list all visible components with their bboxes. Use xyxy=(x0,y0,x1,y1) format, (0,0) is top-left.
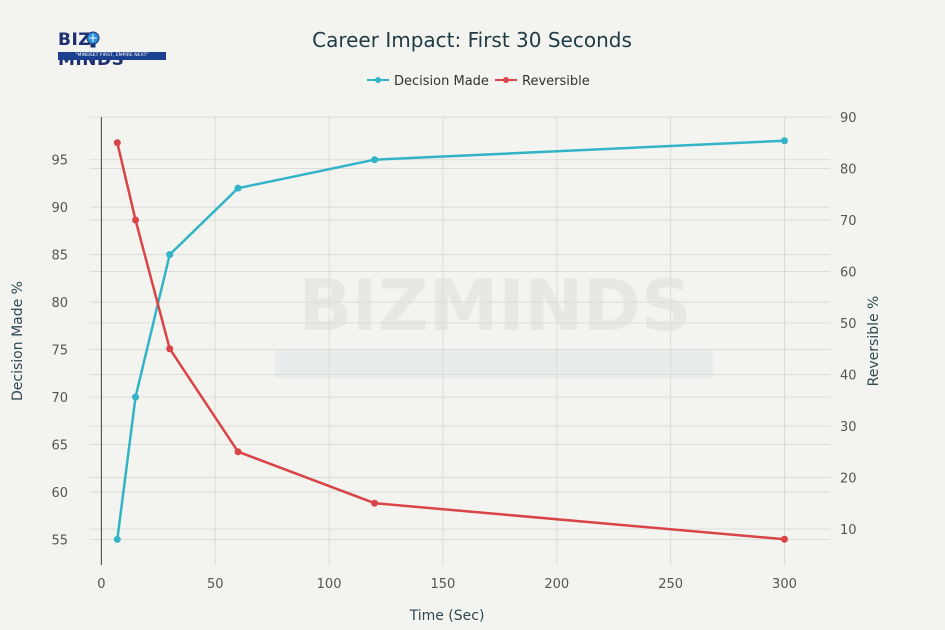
data-point xyxy=(166,251,174,259)
x-axis-title: Time (Sec) xyxy=(409,608,485,624)
y2-tick-label: 30 xyxy=(840,420,857,435)
x-tick-label: 0 xyxy=(97,577,105,592)
y-tick-label: 85 xyxy=(51,249,68,264)
chart-title: Career Impact: First 30 Seconds xyxy=(312,28,632,52)
brand-logo: BIZMINDS "MINDSET FIRST, EMPIRE NEXT" xyxy=(58,30,168,70)
data-point xyxy=(234,184,242,192)
x-tick-label: 150 xyxy=(431,577,456,592)
y2-axis-title: Reversible % xyxy=(866,296,882,387)
data-point xyxy=(132,216,140,224)
x-tick-label: 300 xyxy=(772,577,797,592)
data-point xyxy=(371,156,379,164)
y2-tick-label: 70 xyxy=(840,214,857,229)
y2-tick-label: 50 xyxy=(840,317,857,332)
data-point xyxy=(113,535,121,543)
data-point xyxy=(780,535,788,543)
y2-tick-label: 40 xyxy=(840,368,857,383)
y-tick-label: 70 xyxy=(51,391,68,406)
x-tick-label: 250 xyxy=(658,577,683,592)
y2-tick-label: 10 xyxy=(840,523,857,538)
legend-label: Decision Made xyxy=(394,74,489,89)
x-tick-label: 200 xyxy=(544,577,569,592)
legend-label: Reversible xyxy=(522,74,590,89)
data-point xyxy=(234,448,242,456)
y-tick-label: 95 xyxy=(51,154,68,169)
y-tick-label: 55 xyxy=(51,533,68,548)
data-point xyxy=(166,345,174,353)
series-line xyxy=(116,142,785,541)
legend-marker xyxy=(503,77,509,83)
y-tick-label: 75 xyxy=(51,344,68,359)
logo-tagline: "MINDSET FIRST, EMPIRE NEXT" xyxy=(58,52,166,60)
data-point xyxy=(371,499,379,507)
watermark-text: BIZMINDS xyxy=(299,265,692,347)
y2-tick-label: 90 xyxy=(840,111,857,126)
y2-tick-label: 60 xyxy=(840,265,857,280)
x-tick-label: 100 xyxy=(317,577,342,592)
y-tick-label: 65 xyxy=(51,438,68,453)
legend-marker xyxy=(375,77,381,83)
data-point xyxy=(780,137,788,145)
data-point xyxy=(113,139,121,147)
watermark-band xyxy=(275,350,713,378)
series-line xyxy=(116,139,785,540)
y2-tick-label: 80 xyxy=(840,162,857,177)
data-point xyxy=(132,393,140,401)
x-tick-label: 50 xyxy=(207,577,224,592)
y2-tick-label: 20 xyxy=(840,471,857,486)
y-tick-label: 80 xyxy=(51,296,68,311)
y-tick-label: 60 xyxy=(51,486,68,501)
y-tick-label: 90 xyxy=(51,201,68,216)
lightbulb-icon xyxy=(86,31,100,48)
y-axis-title: Decision Made % xyxy=(10,281,26,401)
